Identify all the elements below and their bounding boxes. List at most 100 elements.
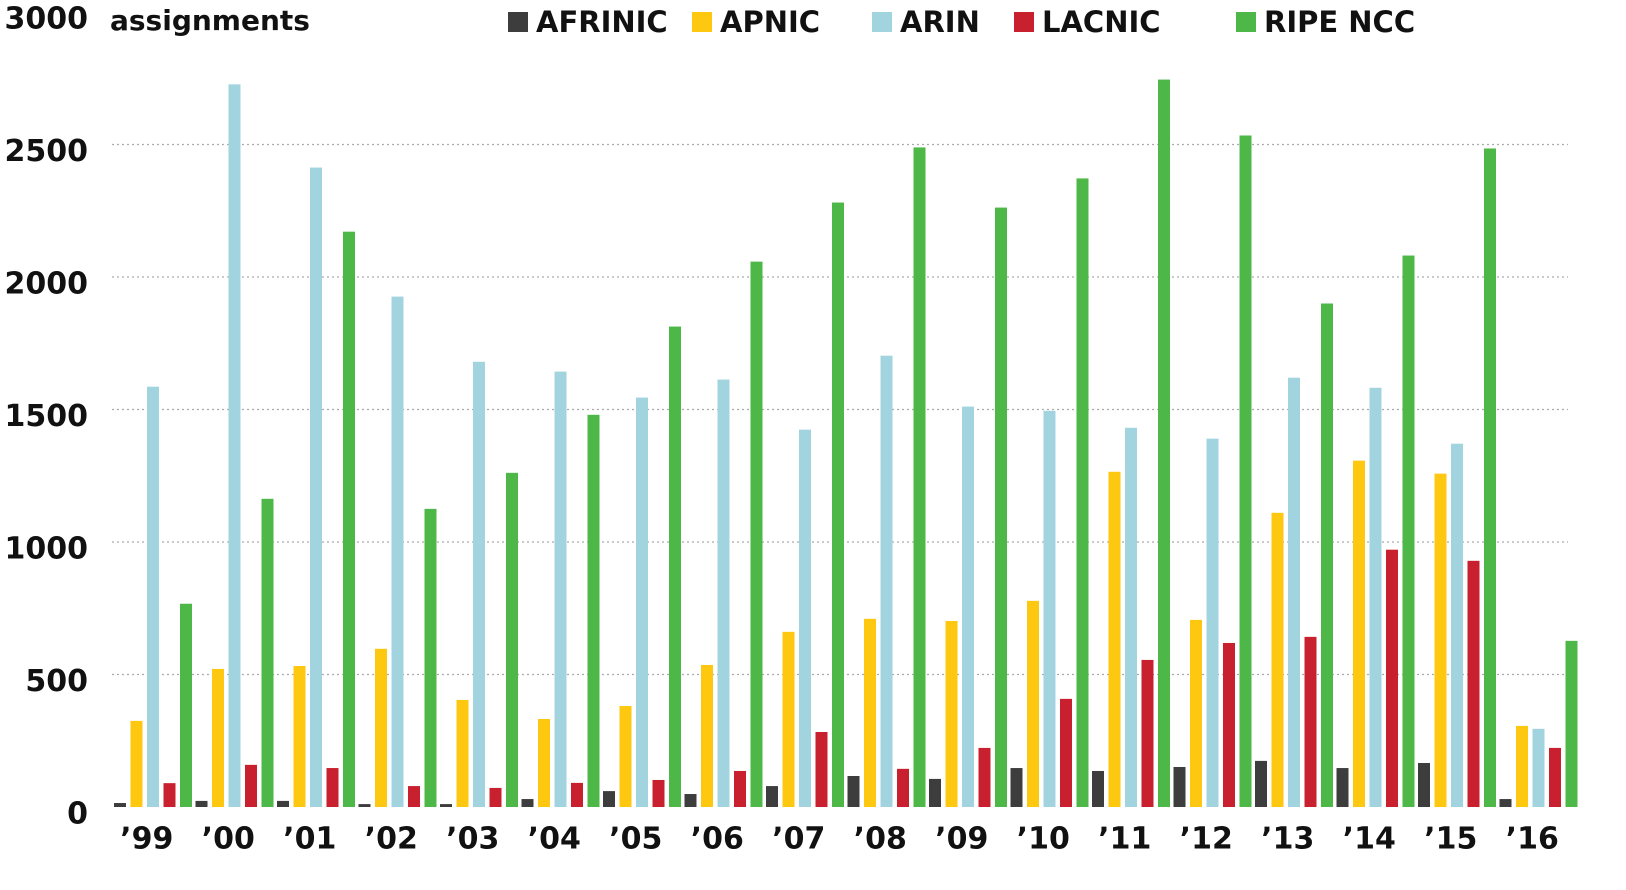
bar	[1321, 303, 1333, 807]
bar	[766, 786, 778, 807]
bar	[1060, 698, 1072, 807]
x-tick-label: ’02	[365, 822, 418, 857]
bar	[945, 620, 958, 807]
bar	[669, 326, 681, 807]
bar	[1418, 763, 1430, 807]
bar	[195, 800, 208, 807]
bar	[636, 397, 648, 807]
legend-swatch	[1236, 12, 1256, 32]
bar	[163, 783, 176, 807]
legend-swatch	[1014, 12, 1034, 32]
y-tick-label: 500	[25, 664, 88, 699]
x-tick-label: ’07	[772, 822, 825, 857]
bar	[929, 778, 941, 807]
bar	[1386, 549, 1398, 807]
bar	[538, 719, 550, 807]
x-tick-label: ’05	[609, 822, 662, 857]
bar	[147, 386, 159, 807]
bar	[180, 603, 192, 807]
bar	[717, 379, 730, 807]
bar	[587, 414, 600, 807]
bar	[391, 296, 404, 807]
bar	[1288, 377, 1300, 807]
bar	[1565, 640, 1578, 807]
x-tick-label: ’10	[1017, 822, 1070, 857]
y-axis-label: assignments	[110, 4, 310, 37]
bar	[995, 207, 1007, 807]
bar	[1010, 768, 1023, 807]
y-tick-label: 2000	[5, 267, 89, 302]
bar	[114, 803, 126, 807]
bar	[1108, 471, 1121, 807]
bar	[880, 355, 893, 807]
bar	[1434, 473, 1447, 807]
bar	[1402, 255, 1415, 807]
bar	[375, 648, 387, 807]
bar	[652, 779, 665, 807]
bar	[603, 791, 615, 807]
bar	[440, 804, 452, 807]
bar	[1369, 387, 1382, 807]
bar	[293, 666, 306, 807]
bar	[1484, 148, 1496, 808]
bar	[1027, 600, 1039, 807]
bar	[978, 747, 991, 807]
bar	[1451, 443, 1463, 807]
legend-label: APNIC	[720, 5, 820, 39]
bar	[1271, 512, 1284, 807]
bar	[734, 770, 746, 807]
bar	[701, 664, 713, 807]
bar	[456, 699, 469, 807]
x-tick-label: ’99	[120, 822, 173, 857]
x-tick-label: ’04	[528, 822, 581, 857]
bar	[1092, 770, 1104, 807]
x-tick-label: ’00	[202, 822, 255, 857]
bar	[130, 720, 143, 807]
bar	[897, 768, 909, 807]
bar	[1549, 747, 1561, 807]
bar	[1255, 760, 1267, 807]
bar	[1499, 799, 1512, 807]
bar	[473, 361, 485, 807]
bar	[782, 631, 795, 807]
bar	[554, 371, 567, 807]
bar	[1173, 766, 1186, 807]
x-tick-label: ’16	[1506, 822, 1559, 857]
x-tick-label: ’15	[1424, 822, 1477, 857]
bar	[1532, 728, 1545, 807]
bar	[1190, 619, 1202, 807]
bar	[619, 706, 632, 807]
x-tick-label: ’12	[1180, 822, 1233, 857]
bar	[326, 768, 339, 807]
bar	[310, 167, 322, 807]
bar	[343, 231, 355, 807]
x-tick-label: ’11	[1098, 822, 1151, 857]
bar	[1141, 659, 1154, 807]
bar	[1516, 725, 1528, 807]
bar	[1336, 768, 1349, 807]
bar	[750, 261, 763, 807]
x-tick-label: ’09	[935, 822, 988, 857]
bar	[847, 775, 860, 807]
bar	[1353, 460, 1365, 807]
bar	[1043, 410, 1056, 807]
bar	[358, 804, 371, 807]
y-tick-label: 3000	[5, 2, 89, 37]
bar	[864, 618, 876, 807]
bar	[913, 147, 926, 808]
bar	[212, 668, 224, 807]
bar	[506, 472, 518, 807]
legend-label: LACNIC	[1042, 5, 1161, 39]
bar	[962, 406, 974, 807]
bar	[1239, 135, 1252, 808]
y-tick-label: 1500	[5, 399, 89, 434]
bar	[1304, 636, 1317, 807]
legend-label: ARIN	[900, 5, 980, 39]
bar	[1467, 560, 1480, 807]
bar	[684, 794, 697, 807]
bar	[571, 782, 583, 807]
bar	[261, 498, 274, 807]
bar	[521, 799, 534, 807]
bar	[424, 508, 437, 807]
